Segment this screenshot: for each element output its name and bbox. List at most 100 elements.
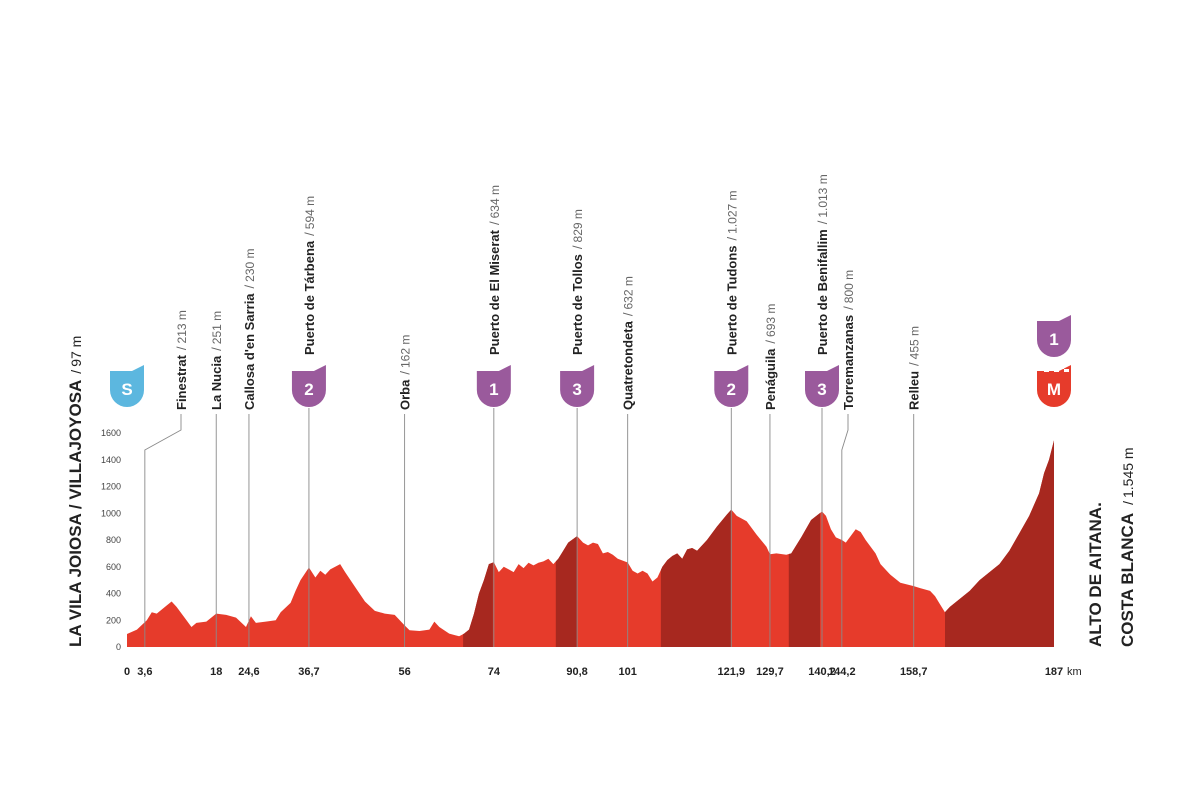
x-tick-label: 36,7 (298, 666, 319, 678)
finish-name: ALTO DE AITANA. (1086, 502, 1105, 647)
waypoint-line (841, 414, 849, 647)
waypoint-name: Penáguila (763, 348, 778, 410)
waypoint-name: Orba (398, 379, 413, 410)
x-tick-label: 144,2 (828, 666, 856, 678)
category-badge-label: 2 (304, 380, 313, 399)
category-badge (560, 365, 595, 407)
waypoint-label: Quatretondeta / 632 m (621, 276, 636, 410)
x-tick-label: 140,2 (808, 666, 836, 678)
y-tick-label: 1400 (101, 455, 121, 465)
finish-checker (1044, 369, 1049, 372)
separator: / (487, 221, 502, 225)
waypoint-label: Finestrat / 213 m (174, 310, 189, 410)
separator: / (815, 220, 830, 224)
waypoint-label: Puerto de El Miserat / 634 m (487, 185, 502, 355)
x-tick-label: 0 (124, 666, 130, 678)
waypoint-name: Callosa d'en Sarria (242, 293, 257, 410)
finish-checker (1059, 366, 1064, 369)
x-tick-label: 101 (618, 666, 636, 678)
finish-category-badge (1037, 315, 1071, 357)
waypoint-elevation: 455 m (908, 326, 922, 359)
x-tick-label: 121,9 (718, 666, 746, 678)
separator: / (907, 362, 922, 366)
start-elevation: 97 m (68, 336, 84, 367)
separator: / (570, 245, 585, 249)
elevation-area (127, 440, 1054, 647)
separator: / (174, 346, 189, 350)
category-badge (476, 365, 511, 407)
waypoint-name: Puerto de El Miserat (487, 229, 502, 355)
waypoint-label: Torremanzanas / 800 m (841, 270, 856, 410)
y-tick-label: 400 (106, 589, 121, 599)
finish-checker (1049, 366, 1054, 369)
y-tick-label: 1600 (101, 428, 121, 438)
finish-elevation: 1.545 m (1120, 447, 1136, 498)
y-tick-label: 1200 (101, 482, 121, 492)
climb-segment (944, 440, 1054, 647)
finish-badge (1037, 365, 1071, 407)
waypoint-name: Quatretondeta (621, 320, 636, 410)
y-tick-label: 0 (116, 642, 121, 652)
x-tick-label: 90,8 (566, 666, 587, 678)
y-tick-label: 800 (106, 535, 121, 545)
finish-name: COSTA BLANCA / 1.545 m (1118, 447, 1137, 647)
waypoint-elevation: 829 m (571, 209, 585, 242)
finish-checker (1054, 369, 1059, 372)
start-name: LA VILA JOIOSA / VILLAJOYOSA / 97 m (66, 336, 85, 647)
waypoint-elevation: 251 m (210, 311, 224, 344)
waypoint-label: Puerto de Tárbena / 594 m (302, 196, 317, 355)
waypoint-elevation: 230 m (243, 248, 257, 281)
waypoint-elevation: 213 m (175, 310, 189, 343)
waypoint-line (144, 414, 182, 647)
waypoint-label: Puerto de Benifallim / 1.013 m (815, 174, 830, 355)
x-tick-label: 74 (488, 666, 501, 678)
start-badge-label: S (121, 380, 132, 399)
category-badge-label: 1 (489, 380, 498, 399)
start-town: LA VILA JOIOSA / VILLAJOYOSA (66, 380, 85, 647)
waypoint-elevation: 1.013 m (816, 174, 830, 217)
separator: / (209, 347, 224, 351)
y-tick-label: 200 (106, 615, 121, 625)
waypoint-elevation: 800 m (842, 270, 856, 303)
waypoint-label: Puerto de Tudons / 1.027 m (724, 190, 739, 355)
separator: / (724, 236, 739, 240)
waypoint-name: La Nucia (209, 355, 224, 410)
finish-checker (1064, 369, 1069, 372)
category-badge-label: 3 (817, 380, 826, 399)
waypoint-label: Orba / 162 m (398, 335, 413, 410)
x-tick-label: 129,7 (756, 666, 784, 678)
finish-badge-label: M (1047, 380, 1061, 399)
finish-checker (1039, 366, 1044, 369)
separator: / (398, 371, 413, 375)
finish-category-badge-label: 1 (1049, 330, 1058, 349)
category-badge-label: 3 (572, 380, 581, 399)
waypoint-label: Callosa d'en Sarria / 230 m (242, 248, 257, 410)
climb-segment (660, 509, 732, 647)
x-tick-label: 56 (398, 666, 410, 678)
separator: / (302, 232, 317, 236)
x-unit: km (1067, 666, 1082, 678)
category-badge-label: 2 (727, 380, 736, 399)
waypoint-name: Puerto de Tárbena (302, 240, 317, 355)
category-badge (714, 365, 749, 407)
separator: / (621, 312, 636, 316)
waypoint-elevation: 594 m (303, 196, 317, 229)
x-tick-label: 18 (210, 666, 222, 678)
waypoint-name: Torremanzanas (841, 315, 856, 410)
waypoint-elevation: 632 m (622, 276, 636, 309)
waypoint-label: Penáguila / 693 m (763, 304, 778, 410)
finish-line: COSTA BLANCA (1118, 513, 1137, 647)
x-tick-label: 3,6 (137, 666, 152, 678)
climb-segment (788, 513, 821, 647)
separator: / (1120, 501, 1136, 505)
start-badge (110, 365, 144, 407)
waypoint-name: Relleu (907, 371, 922, 410)
waypoint-label: La Nucia / 251 m (209, 311, 224, 410)
x-tick-label: 24,6 (238, 666, 259, 678)
separator: / (841, 306, 856, 310)
waypoint-label: Puerto de Tollos / 829 m (570, 209, 585, 355)
climb-segment (463, 562, 493, 647)
waypoint-elevation: 162 m (399, 335, 413, 368)
category-badge (291, 365, 326, 407)
